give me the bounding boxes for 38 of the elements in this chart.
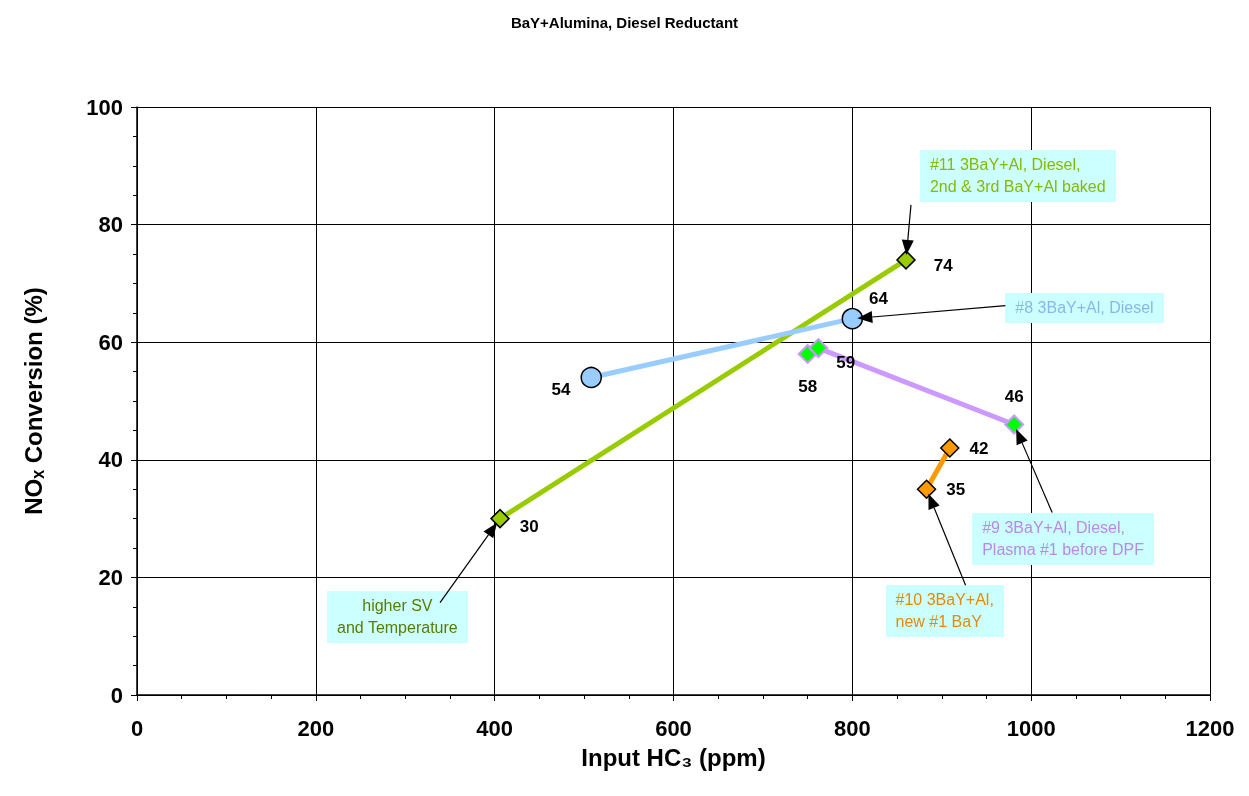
data-label: 59 [836, 352, 856, 372]
point [490, 508, 510, 529]
data-label: 58 [798, 376, 818, 396]
text: #8 3BaY+Al, Diesel [1005, 292, 1164, 323]
y-tick-label: 100 [86, 94, 123, 120]
data-label: 42 [969, 438, 989, 458]
point [580, 366, 602, 389]
y-tick-label: 60 [98, 329, 123, 355]
text: #11 3BaY+Al, Diesel, 2nd & 3rd BaY+Al baked [919, 149, 1116, 202]
point [896, 250, 916, 270]
point [1004, 414, 1025, 435]
text: #10 3BaY+Al, new #1 BaY [885, 585, 1004, 638]
data-label: 74 [933, 256, 954, 276]
text: #9 3BaY+Al, Diesel, Plasma #1 before DPF [972, 512, 1155, 565]
point [916, 479, 937, 499]
x-tick-label: 800 [833, 715, 871, 741]
data-label: 46 [1004, 386, 1024, 406]
point [940, 438, 960, 458]
x-tick-label: 1200 [1185, 715, 1235, 741]
annotation: higher SV and Temperature [327, 590, 468, 643]
data-label: 54 [551, 379, 572, 399]
x-tick-label: 0 [130, 715, 144, 741]
y-tick-label: 20 [98, 564, 123, 590]
data-label: 35 [946, 479, 966, 499]
x-tick-label: 200 [297, 715, 335, 741]
data-label: 64 [869, 289, 889, 309]
x-axis-title: Input HC₃ (ppm) [581, 743, 766, 771]
x-tick-label: 400 [476, 715, 514, 741]
chart-title: BaY+Alumina, Diesel Reductant [510, 14, 739, 31]
y-tick-label: 40 [98, 447, 123, 473]
point [808, 338, 829, 359]
y-tick-label: 0 [110, 682, 123, 708]
data-label: 30 [519, 517, 539, 537]
x-tick-label: 1000 [1006, 715, 1056, 741]
x-tick-label: 600 [655, 715, 692, 741]
y-tick-label: 80 [98, 212, 123, 238]
y-axis-title: NOₓ Conversion (%) [19, 287, 47, 515]
point [841, 307, 864, 330]
